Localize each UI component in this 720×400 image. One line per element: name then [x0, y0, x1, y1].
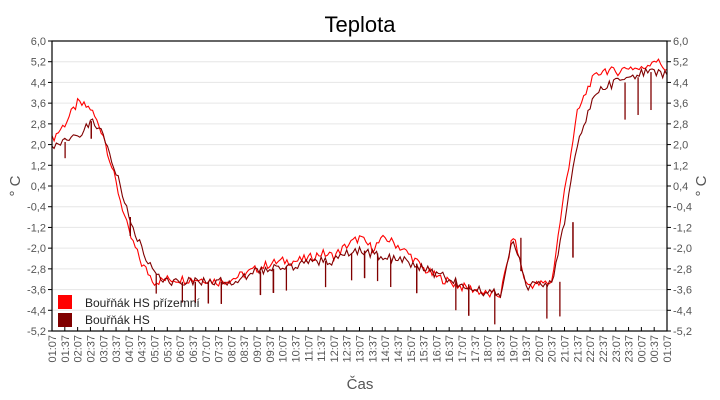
y-tick-label: -1,2 [27, 222, 46, 234]
y-tick-label: 2,0 [31, 140, 46, 152]
x-tick-label: 03:07 [98, 335, 110, 363]
legend-swatch-red [58, 295, 72, 309]
x-tick-label: 02:37 [85, 335, 97, 363]
series-line [51, 67, 668, 299]
x-tick-label: 01:07 [47, 335, 59, 363]
y-tick-label: -2,0 [673, 243, 692, 255]
x-tick-label: 04:37 [137, 335, 149, 363]
y-tick-label: -5,2 [27, 326, 46, 338]
x-tick-label: 06:07 [175, 335, 187, 363]
y-axis-left: 6,0 5,2 4,4 3,6 2,8 2,0 1,2 0,4 -0,4 -1,2 -2,0 -2,8… [27, 36, 52, 338]
chart-title: Teplota [325, 12, 397, 37]
y-tick-label: 0,4 [673, 181, 688, 193]
legend-item-hs[interactable]: Bouřňák HS [58, 313, 150, 327]
x-tick-label: 13:07 [355, 335, 367, 363]
x-tick-label: 12:07 [329, 335, 341, 363]
y-tick-label: 3,6 [673, 98, 688, 110]
x-tick-label: 14:07 [380, 335, 392, 363]
x-tick-label: 08:07 [226, 335, 238, 363]
y-tick-label: 2,8 [31, 119, 46, 131]
x-axis-title: Čas [347, 376, 374, 393]
x-tick-label: 05:37 [162, 335, 174, 363]
y-tick-label: 1,2 [31, 160, 46, 172]
legend: Bouřňák HS přízemní Bouřňák HS [58, 295, 200, 327]
x-tick-label: 14:37 [393, 335, 405, 363]
x-tick-label: 11:37 [316, 335, 328, 362]
legend-swatch-darkred [58, 313, 72, 327]
y-tick-label: -3,6 [27, 285, 46, 297]
y-tick-label: -3,6 [673, 285, 692, 297]
y-tick-label: -4,4 [673, 305, 692, 317]
x-tick-label: 18:37 [495, 335, 507, 363]
x-tick-label: 22:07 [585, 335, 597, 363]
y-tick-label: 4,4 [673, 77, 688, 89]
y-tick-label: -2,8 [27, 264, 46, 276]
x-tick-label: 05:07 [150, 335, 162, 363]
x-tick-label: 04:07 [124, 335, 136, 363]
x-tick-label: 20:37 [547, 335, 559, 363]
y-tick-label: 6,0 [673, 36, 688, 48]
y-axis-title-left: ° C [7, 175, 24, 196]
x-tick-label: 01:07 [662, 335, 674, 363]
grid-lines [52, 61, 667, 311]
x-tick-label: 15:37 [419, 335, 431, 363]
x-axis: 01:07 01:37 02:07 02:37 03:07 03:37 04:07 04:37… [47, 327, 674, 363]
x-tick-label: 17:07 [457, 335, 469, 363]
x-tick-label: 13:37 [367, 335, 379, 363]
y-tick-label: 6,0 [31, 36, 46, 48]
x-tick-label: 20:07 [534, 335, 546, 363]
y-axis-right: 6,0 5,2 4,4 3,6 2,8 2,0 1,2 0,4 -0,4 -1,2 -2,0 -2,8… [667, 36, 692, 338]
x-tick-label: 10:37 [290, 335, 302, 363]
x-tick-label: 19:07 [508, 335, 520, 363]
series-lines [51, 58, 668, 325]
x-tick-label: 01:37 [60, 335, 72, 363]
x-tick-label: 12:37 [342, 335, 354, 363]
x-tick-label: 18:07 [483, 335, 495, 363]
x-tick-label: 03:37 [111, 335, 123, 363]
x-tick-label: 19:37 [521, 335, 533, 363]
y-tick-label: 5,2 [673, 57, 688, 69]
y-tick-label: -5,2 [673, 326, 692, 338]
y-tick-label: 0,4 [31, 181, 46, 193]
x-tick-label: 09:37 [265, 335, 277, 363]
y-tick-label: -2,0 [27, 243, 46, 255]
x-tick-label: 07:37 [214, 335, 226, 363]
y-tick-label: -0,4 [27, 202, 46, 214]
x-tick-label: 11:07 [303, 335, 315, 362]
x-tick-label: 02:07 [73, 335, 85, 363]
x-tick-label: 10:07 [278, 335, 290, 363]
x-tick-label: 00:37 [649, 335, 661, 363]
y-tick-label: -2,8 [673, 264, 692, 276]
x-tick-label: 15:07 [406, 335, 418, 363]
x-tick-label: 16:07 [431, 335, 443, 363]
x-tick-label: 23:07 [611, 335, 623, 363]
y-tick-label: 2,0 [673, 140, 688, 152]
y-tick-label: -4,4 [27, 305, 46, 317]
y-tick-label: 5,2 [31, 57, 46, 69]
y-tick-label: -0,4 [673, 202, 692, 214]
x-tick-label: 21:37 [572, 335, 584, 363]
x-tick-label: 17:37 [470, 335, 482, 363]
x-tick-label: 07:07 [201, 335, 213, 363]
y-tick-label: 3,6 [31, 98, 46, 110]
x-tick-label: 00:07 [636, 335, 648, 363]
x-tick-label: 22:37 [598, 335, 610, 363]
x-tick-label: 16:37 [444, 335, 456, 363]
y-tick-label: -1,2 [673, 222, 692, 234]
x-tick-label: 08:37 [239, 335, 251, 363]
legend-label: Bouřňák HS [85, 313, 150, 327]
x-tick-label: 23:37 [624, 335, 636, 363]
legend-item-prizemni[interactable]: Bouřňák HS přízemní [58, 295, 200, 310]
y-tick-label: 2,8 [673, 119, 688, 131]
series-line [51, 58, 668, 299]
x-tick-label: 09:07 [252, 335, 264, 363]
y-axis-title-right: ° C [693, 175, 710, 196]
x-tick-label: 21:07 [560, 335, 572, 363]
x-tick-label: 06:37 [188, 335, 200, 363]
legend-label: Bouřňák HS přízemní [85, 296, 200, 310]
y-tick-label: 4,4 [31, 77, 46, 89]
y-tick-label: 1,2 [673, 160, 688, 172]
